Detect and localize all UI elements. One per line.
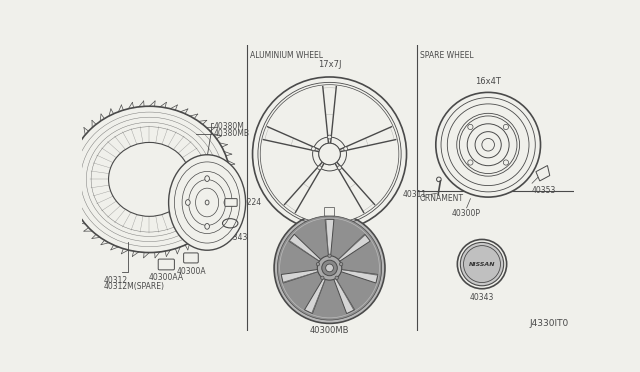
Circle shape (321, 276, 324, 279)
Circle shape (458, 240, 507, 289)
Ellipse shape (168, 155, 246, 250)
Polygon shape (335, 278, 355, 310)
Circle shape (467, 124, 509, 166)
Polygon shape (325, 219, 329, 257)
Text: ALUMINIUM WHEEL: ALUMINIUM WHEEL (250, 51, 323, 60)
Text: 40300A: 40300A (176, 267, 205, 276)
Circle shape (344, 147, 348, 151)
Circle shape (260, 85, 399, 223)
Circle shape (339, 263, 343, 266)
Text: 40380M: 40380M (214, 122, 245, 131)
Polygon shape (337, 234, 371, 262)
Circle shape (503, 124, 509, 129)
Circle shape (463, 246, 500, 283)
Circle shape (468, 124, 473, 129)
Polygon shape (337, 234, 365, 260)
FancyBboxPatch shape (184, 253, 198, 263)
Circle shape (274, 212, 385, 323)
Circle shape (328, 135, 332, 139)
Text: 40312: 40312 (103, 276, 127, 285)
Ellipse shape (186, 200, 190, 205)
Ellipse shape (109, 142, 190, 217)
Polygon shape (340, 269, 378, 276)
Text: 40300AA: 40300AA (148, 273, 184, 282)
Polygon shape (289, 240, 321, 262)
Text: NISSAN: NISSAN (468, 262, 495, 267)
Text: 40224: 40224 (238, 198, 262, 207)
Ellipse shape (224, 200, 228, 205)
Text: 40343: 40343 (223, 232, 248, 241)
Circle shape (337, 166, 341, 170)
Text: 40380MB: 40380MB (214, 129, 250, 138)
Circle shape (482, 138, 495, 151)
Ellipse shape (205, 200, 209, 205)
Text: 16x4T: 16x4T (476, 77, 501, 86)
Polygon shape (289, 234, 321, 262)
Circle shape (317, 256, 342, 280)
Polygon shape (281, 269, 319, 283)
Polygon shape (305, 278, 326, 314)
Circle shape (317, 166, 321, 170)
Polygon shape (340, 269, 378, 283)
Text: SPARE WHEEL: SPARE WHEEL (420, 51, 473, 60)
Circle shape (253, 77, 406, 231)
Text: 40300P: 40300P (452, 209, 481, 218)
Text: 40312M(SPARE): 40312M(SPARE) (103, 282, 164, 291)
Text: 40311: 40311 (403, 190, 427, 199)
Circle shape (503, 160, 509, 165)
FancyBboxPatch shape (324, 208, 335, 216)
Text: J4330IT0: J4330IT0 (529, 319, 568, 328)
Polygon shape (283, 271, 319, 283)
Circle shape (319, 143, 340, 165)
FancyBboxPatch shape (158, 259, 174, 270)
Circle shape (475, 132, 501, 158)
Text: 40300MB: 40300MB (310, 327, 349, 336)
Polygon shape (536, 166, 550, 181)
Circle shape (322, 260, 337, 276)
Circle shape (468, 160, 473, 165)
Ellipse shape (205, 224, 209, 229)
Circle shape (326, 264, 333, 272)
Circle shape (328, 254, 332, 257)
Ellipse shape (205, 176, 209, 182)
Text: 40300M: 40300M (313, 234, 346, 243)
Circle shape (436, 92, 541, 197)
Text: 40343: 40343 (470, 293, 494, 302)
Text: 17x7J: 17x7J (318, 60, 341, 69)
Text: 18x7J: 18x7J (318, 196, 341, 205)
Circle shape (316, 263, 319, 266)
Circle shape (460, 116, 517, 173)
Text: ORNAMENT: ORNAMENT (420, 194, 463, 203)
Polygon shape (333, 278, 355, 314)
Circle shape (312, 147, 316, 151)
Circle shape (335, 276, 339, 279)
Polygon shape (325, 219, 334, 257)
Circle shape (277, 216, 381, 320)
FancyBboxPatch shape (225, 199, 237, 206)
Polygon shape (311, 278, 326, 314)
Text: 40353: 40353 (531, 186, 556, 195)
Circle shape (460, 243, 504, 286)
